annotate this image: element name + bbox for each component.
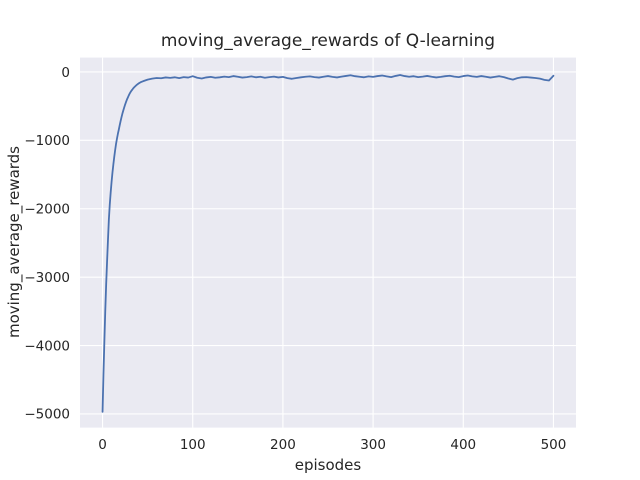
- x-tick-label: 100: [180, 437, 206, 453]
- y-tick-label: −5000: [24, 407, 70, 423]
- x-tick-label: 300: [360, 437, 386, 453]
- series-line: [101, 74, 555, 413]
- axes-background: [80, 57, 576, 428]
- y-tick-label: 0: [61, 65, 70, 81]
- x-tick-label: 200: [270, 437, 296, 453]
- x-axis-label: episodes: [294, 456, 362, 474]
- y-axis-label: moving_average_rewards: [5, 145, 23, 339]
- chart-title: moving_average_rewards of Q-learning: [160, 31, 496, 51]
- x-tick-label: 400: [450, 437, 476, 453]
- x-tick-label: 500: [541, 437, 567, 453]
- y-tick-label: −4000: [24, 338, 70, 354]
- y-tick-label: −2000: [24, 202, 70, 218]
- y-tick-label: −3000: [24, 270, 70, 286]
- x-tick-label: 0: [98, 437, 107, 453]
- y-tick-label: −1000: [24, 133, 70, 149]
